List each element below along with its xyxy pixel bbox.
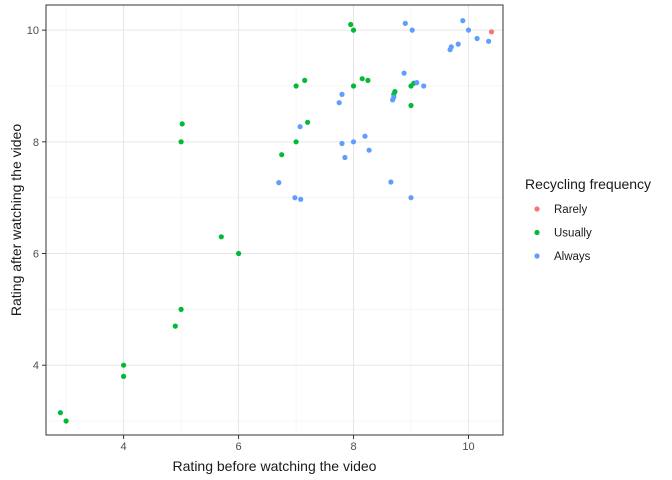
data-point-always: [401, 70, 407, 76]
legend-label-rarely: Rarely: [554, 204, 587, 216]
data-point-always: [292, 195, 298, 201]
data-point-usually: [359, 76, 365, 82]
data-point-usually: [305, 119, 311, 125]
legend-label-always: Always: [554, 251, 591, 263]
x-tick-label: 6: [236, 441, 242, 453]
y-tick-label: 10: [27, 25, 39, 37]
data-point-always: [421, 83, 427, 89]
x-tick-label: 4: [121, 441, 127, 453]
y-tick-label: 8: [33, 137, 39, 149]
data-point-always: [339, 91, 345, 97]
data-point-always: [460, 18, 466, 24]
legend-title: Recycling frequency: [525, 176, 651, 192]
data-point-usually: [365, 77, 371, 83]
data-point-usually: [172, 323, 178, 329]
data-point-usually: [121, 362, 127, 368]
data-point-always: [336, 100, 342, 106]
data-point-usually: [392, 89, 398, 95]
data-point-always: [342, 154, 348, 161]
x-axis-title: Rating before watching the video: [173, 458, 377, 474]
data-point-always: [465, 27, 472, 33]
x-tick-label: 10: [462, 441, 474, 453]
data-point-usually: [408, 102, 414, 109]
data-point-usually: [350, 27, 357, 33]
data-point-always: [414, 80, 420, 86]
legend-key-rarely: [534, 206, 540, 212]
data-point-usually: [178, 306, 184, 312]
data-point-usually: [279, 152, 285, 158]
data-point-always: [408, 195, 414, 201]
data-point-always: [298, 196, 304, 202]
grid-lines: [46, 5, 503, 435]
plot-panel: [45, 4, 504, 436]
data-point-always: [276, 180, 282, 186]
data-point-always: [366, 147, 372, 153]
data-point-usually: [63, 418, 69, 424]
data-point-always: [448, 44, 454, 50]
y-tick-label: 4: [33, 360, 39, 372]
data-point-always: [409, 27, 415, 33]
data-point-usually: [218, 234, 224, 240]
data-point-always: [455, 41, 461, 47]
y-tick-label: 6: [33, 249, 39, 261]
data-point-usually: [350, 83, 357, 89]
data-point-usually: [178, 139, 184, 145]
data-points: [57, 18, 495, 424]
legend: Recycling frequency Rarely Usually Always: [525, 176, 651, 263]
data-point-always: [339, 140, 345, 147]
data-point-usually: [57, 410, 64, 416]
legend-key-usually: [534, 229, 540, 236]
data-point-always: [474, 35, 480, 42]
y-axis-title: Rating after watching the video: [8, 124, 24, 316]
x-tick-label: 8: [350, 441, 356, 453]
data-point-always: [362, 133, 368, 139]
data-point-usually: [293, 83, 299, 89]
legend-label-usually: Usually: [554, 228, 592, 240]
data-point-always: [388, 179, 394, 185]
data-point-usually: [348, 21, 354, 28]
legend-items: Rarely Usually Always: [534, 204, 592, 263]
data-point-always: [391, 94, 397, 100]
data-point-usually: [121, 373, 127, 379]
data-point-usually: [302, 77, 308, 83]
data-point-rarely: [488, 29, 495, 35]
data-point-usually: [293, 139, 299, 145]
axis-ticks: 4 6 8 10 4 6 8 10: [27, 25, 475, 453]
plot-border: [45, 4, 504, 436]
legend-key-always: [534, 253, 540, 259]
data-point-always: [486, 38, 492, 44]
data-point-always: [402, 20, 408, 26]
data-point-always: [350, 139, 357, 145]
data-point-always: [297, 124, 303, 130]
data-point-usually: [236, 250, 242, 257]
data-point-usually: [179, 121, 185, 127]
